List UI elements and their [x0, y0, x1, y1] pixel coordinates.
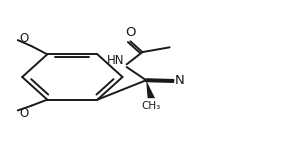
Text: HN: HN [107, 54, 124, 67]
Text: N: N [175, 74, 185, 87]
Text: CH₃: CH₃ [142, 101, 161, 111]
Text: O: O [19, 32, 29, 45]
Text: methoxy_top: methoxy_top [7, 39, 16, 41]
Polygon shape [146, 80, 155, 98]
Text: O: O [19, 107, 29, 120]
Text: O: O [125, 26, 136, 39]
